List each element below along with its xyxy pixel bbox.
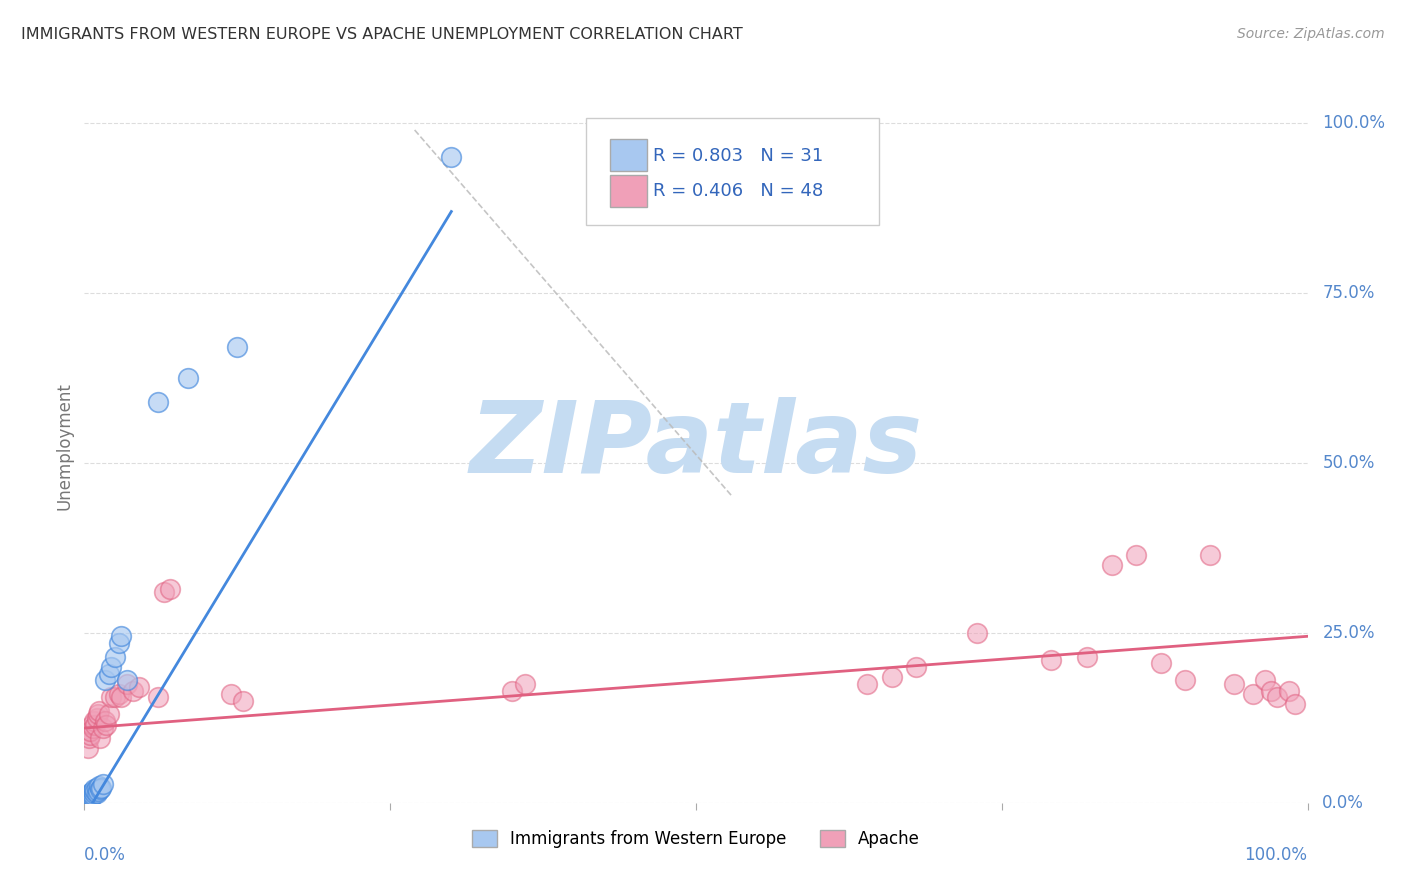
Point xyxy=(115,673,138,688)
Text: 100.0%: 100.0% xyxy=(1244,846,1308,863)
Point xyxy=(79,724,101,739)
Point xyxy=(1260,683,1282,698)
Point xyxy=(90,780,112,795)
Point xyxy=(82,783,104,797)
Text: R = 0.803   N = 31: R = 0.803 N = 31 xyxy=(654,146,824,164)
Point xyxy=(82,788,104,802)
Point xyxy=(905,660,928,674)
Point xyxy=(86,780,108,795)
Text: 0.0%: 0.0% xyxy=(84,846,127,863)
Text: 75.0%: 75.0% xyxy=(1322,284,1375,302)
Point xyxy=(84,783,107,797)
Point xyxy=(82,721,104,735)
Point xyxy=(966,626,988,640)
Point xyxy=(1198,548,1220,562)
Point xyxy=(122,683,145,698)
Point xyxy=(115,677,138,691)
Point xyxy=(107,687,129,701)
Point xyxy=(880,670,903,684)
Text: 0.0%: 0.0% xyxy=(1322,794,1364,812)
Text: 25.0%: 25.0% xyxy=(1322,624,1375,642)
Point xyxy=(146,394,169,409)
Text: ZIPatlas: ZIPatlas xyxy=(470,398,922,494)
Point xyxy=(1278,683,1301,698)
Point xyxy=(96,717,118,731)
Point xyxy=(91,721,114,735)
Point xyxy=(86,786,108,800)
Point xyxy=(80,786,103,800)
Point xyxy=(77,790,100,805)
Point xyxy=(97,666,120,681)
Point xyxy=(1101,558,1123,572)
Point xyxy=(83,714,105,729)
Point xyxy=(86,711,108,725)
Point xyxy=(104,690,127,705)
Point xyxy=(79,728,101,742)
Point xyxy=(1174,673,1197,688)
Point xyxy=(80,717,103,731)
Point xyxy=(153,585,176,599)
Point xyxy=(77,741,100,756)
Point xyxy=(77,792,100,806)
Y-axis label: Unemployment: Unemployment xyxy=(55,382,73,510)
Point xyxy=(1254,673,1277,688)
Point xyxy=(856,677,879,691)
Point xyxy=(110,629,132,643)
Point xyxy=(1265,690,1288,705)
Legend: Immigrants from Western Europe, Apache: Immigrants from Western Europe, Apache xyxy=(465,823,927,855)
Point xyxy=(97,707,120,722)
Point xyxy=(1150,657,1173,671)
Point xyxy=(1284,698,1306,712)
FancyBboxPatch shape xyxy=(586,118,880,225)
Point xyxy=(440,150,463,164)
Point xyxy=(91,777,114,791)
Point xyxy=(128,680,150,694)
Point xyxy=(1241,687,1264,701)
Point xyxy=(146,690,169,705)
Point xyxy=(1223,677,1246,691)
Point xyxy=(1039,653,1062,667)
Point xyxy=(84,717,107,731)
Point xyxy=(110,690,132,705)
Text: R = 0.406   N = 48: R = 0.406 N = 48 xyxy=(654,182,824,200)
Point xyxy=(104,649,127,664)
Point xyxy=(87,704,110,718)
Text: IMMIGRANTS FROM WESTERN EUROPE VS APACHE UNEMPLOYMENT CORRELATION CHART: IMMIGRANTS FROM WESTERN EUROPE VS APACHE… xyxy=(21,27,742,42)
Text: Source: ZipAtlas.com: Source: ZipAtlas.com xyxy=(1237,27,1385,41)
Point xyxy=(83,782,105,797)
Point xyxy=(79,786,101,800)
Point xyxy=(80,789,103,803)
Point xyxy=(100,660,122,674)
Point xyxy=(94,673,117,688)
Point xyxy=(94,714,117,729)
Bar xyxy=(610,175,647,207)
Point xyxy=(177,371,200,385)
Point xyxy=(79,788,101,802)
Point xyxy=(77,792,100,806)
Point xyxy=(89,782,111,797)
Point xyxy=(232,694,254,708)
Point xyxy=(83,786,105,800)
Point xyxy=(77,731,100,746)
Point xyxy=(79,789,101,803)
Point xyxy=(219,687,242,701)
Point xyxy=(87,779,110,793)
Point xyxy=(226,341,249,355)
Point xyxy=(159,582,181,596)
Point xyxy=(107,636,129,650)
Point xyxy=(87,707,110,722)
Bar xyxy=(610,139,647,171)
Point xyxy=(87,783,110,797)
Point xyxy=(1125,548,1147,562)
Point xyxy=(513,677,536,691)
Point xyxy=(100,690,122,705)
Point xyxy=(89,731,111,746)
Point xyxy=(1076,649,1098,664)
Point xyxy=(501,683,523,698)
Text: 50.0%: 50.0% xyxy=(1322,454,1375,472)
Text: 100.0%: 100.0% xyxy=(1322,114,1385,132)
